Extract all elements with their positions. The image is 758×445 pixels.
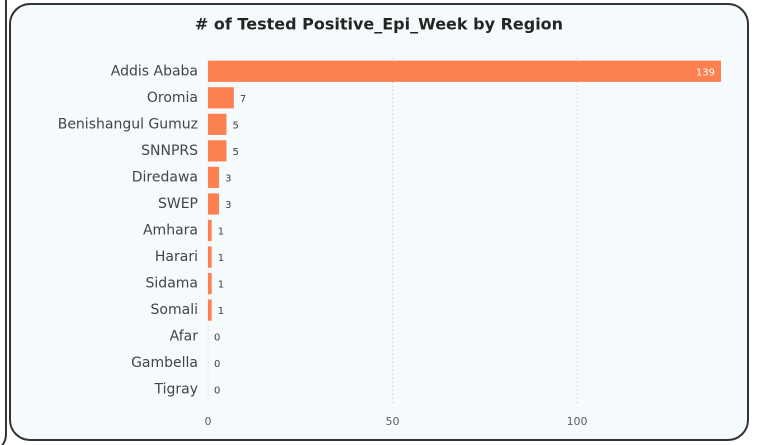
data-label: 5 <box>232 120 238 131</box>
data-label: 1 <box>218 280 224 291</box>
x-tick-label: 0 <box>205 415 212 428</box>
y-tick-label: Afar <box>170 329 199 345</box>
data-label: 0 <box>214 359 220 370</box>
y-tick-label: Amhara <box>143 223 198 239</box>
data-label: 7 <box>240 94 246 105</box>
y-tick-label: Benishangul Gumuz <box>58 116 198 132</box>
chart-title: # of Tested Positive_Epi_Week by Region <box>195 15 563 34</box>
x-tick-label: 50 <box>386 415 400 428</box>
data-label: 1 <box>218 306 224 317</box>
data-label: 3 <box>225 173 231 184</box>
bar <box>208 140 227 162</box>
bar <box>208 60 721 82</box>
bar <box>208 193 220 215</box>
x-tick-label: 100 <box>567 415 588 428</box>
data-label: 0 <box>214 333 220 344</box>
y-tick-label: Diredawa <box>132 169 198 185</box>
bar <box>208 166 220 189</box>
data-label: 1 <box>218 227 224 238</box>
y-tick-label: Somali <box>151 302 198 318</box>
y-tick-label: Tigray <box>153 382 198 398</box>
y-tick-label: Sidama <box>146 276 198 292</box>
bar <box>208 272 212 295</box>
data-label: 0 <box>214 386 220 397</box>
bar <box>208 87 234 109</box>
data-label: 3 <box>225 200 231 211</box>
y-tick-label: Oromia <box>147 90 198 106</box>
data-label: 5 <box>232 147 238 158</box>
neighbor-card <box>1 0 7 445</box>
y-tick-label: Addis Ababa <box>111 63 198 79</box>
bar <box>208 113 227 135</box>
card <box>9 3 749 441</box>
bar <box>208 219 212 242</box>
data-label: 139 <box>696 67 715 78</box>
bar <box>208 299 212 321</box>
data-label: 1 <box>218 253 224 264</box>
y-tick-label: SWEP <box>158 196 198 212</box>
y-tick-label: Harari <box>155 249 198 265</box>
bar <box>208 246 212 268</box>
y-tick-label: SNNPRS <box>141 143 198 159</box>
y-tick-label: Gambella <box>131 355 198 371</box>
